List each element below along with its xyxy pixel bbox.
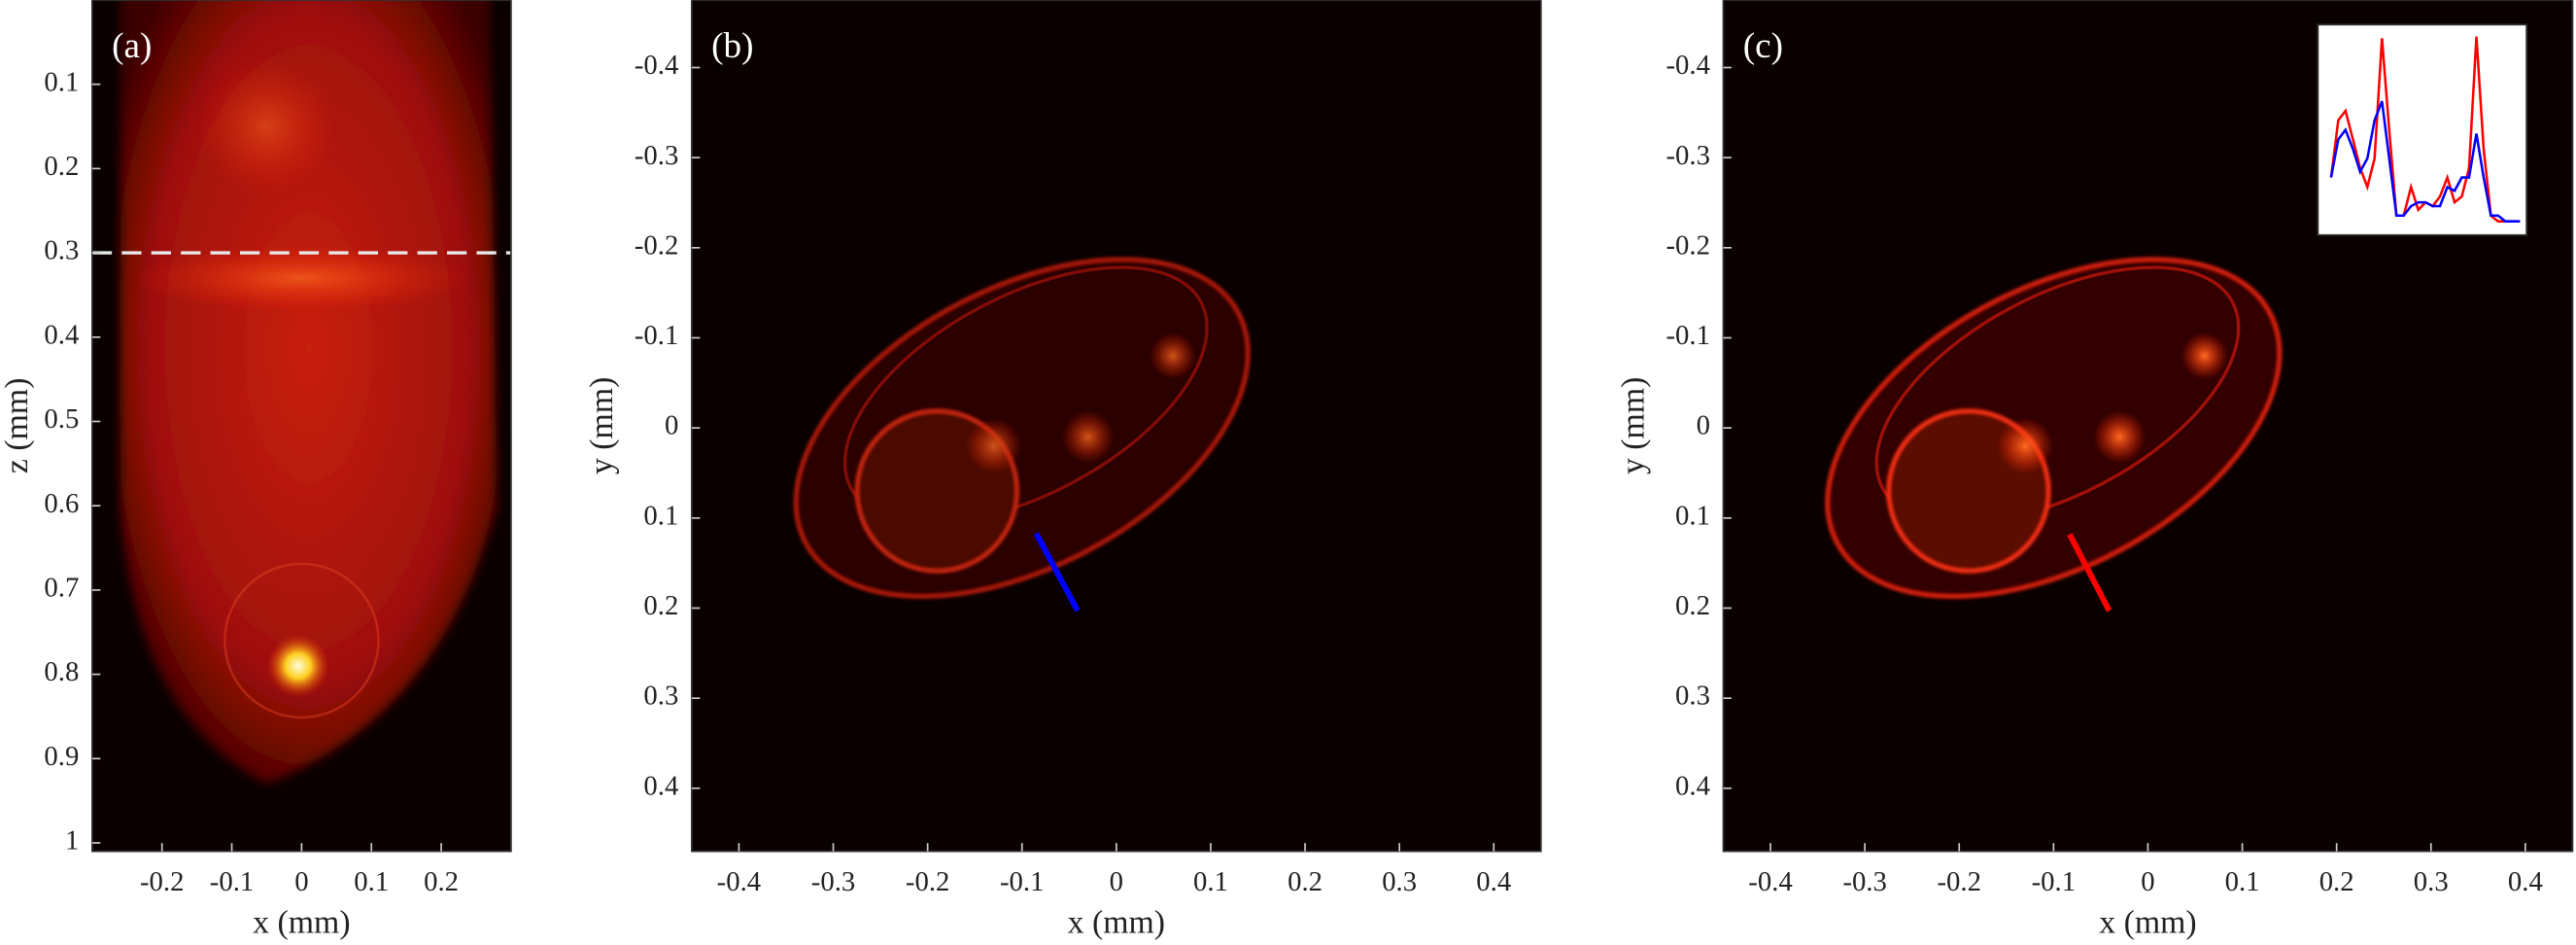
x-tick-label: -0.1 <box>210 866 254 897</box>
y-tick-label: -0.2 <box>635 229 678 261</box>
y-tick-label: 0.4 <box>643 770 678 801</box>
y-axis-label: y (mm) <box>584 377 620 474</box>
y-tick-label: -0.1 <box>1666 320 1709 351</box>
x-tick-label: -0.3 <box>1842 866 1886 897</box>
y-tick-label: 0.3 <box>44 235 79 266</box>
profile-line <box>1033 532 1081 612</box>
y-tick-label: -0.3 <box>635 140 678 171</box>
x-tick-label: 0.1 <box>1193 866 1228 897</box>
y-tick-label: 0.1 <box>44 66 79 97</box>
x-tick-label: 0.3 <box>1382 866 1417 897</box>
y-axis-label: y (mm) <box>1616 377 1652 474</box>
x-tick-label: -0.4 <box>1748 866 1792 897</box>
x-tick-label: 0 <box>2141 866 2154 897</box>
y-tick-label: 0.1 <box>1675 500 1710 531</box>
x-tick-label: 0 <box>1110 866 1123 897</box>
y-tick-label: -0.3 <box>1666 140 1709 171</box>
x-tick-label: 0.2 <box>424 866 459 897</box>
outline-inner <box>1874 265 2241 525</box>
y-tick-label: -0.4 <box>1666 50 1709 81</box>
y-tick-label: 0.9 <box>44 741 79 772</box>
x-tick-label: -0.4 <box>717 866 761 897</box>
x-tick-label: -0.2 <box>1937 866 1980 897</box>
y-tick-label: 0.2 <box>1675 590 1710 621</box>
y-tick-label: 0.8 <box>44 656 79 687</box>
x-axis-label: x (mm) <box>2099 904 2196 940</box>
x-tick-label: -0.2 <box>140 866 184 897</box>
hotspot <box>1061 410 1115 464</box>
y-tick-label: 0.2 <box>643 590 678 621</box>
x-axis-label: x (mm) <box>1068 904 1165 940</box>
bright-spot <box>266 634 330 698</box>
hotspot <box>1997 417 2054 474</box>
y-tick-label: 0 <box>1697 410 1710 441</box>
panel-label: (b) <box>711 26 753 66</box>
y-tick-label: 0 <box>665 410 678 441</box>
hotspot <box>2093 410 2147 464</box>
y-tick-label: 0.3 <box>1675 681 1710 712</box>
y-tick-label: 0.6 <box>44 488 79 519</box>
cell <box>223 562 380 719</box>
glow <box>196 58 337 194</box>
y-tick-label: -0.2 <box>1666 229 1709 261</box>
panel-label: (a) <box>112 26 152 66</box>
x-axis-label: x (mm) <box>253 904 350 940</box>
specimen <box>793 257 1251 599</box>
x-tick-label: 0.1 <box>354 866 389 897</box>
x-tick-label: 0.2 <box>1288 866 1322 897</box>
band <box>133 244 469 312</box>
x-tick-label: 0.2 <box>2319 866 2354 897</box>
panel <box>91 0 511 852</box>
y-tick-label: 0.2 <box>44 151 79 182</box>
specimen <box>1825 257 2283 599</box>
y-tick-label: -0.4 <box>635 50 678 81</box>
x-tick-label: 0.4 <box>1476 866 1511 897</box>
y-tick-label: 0.1 <box>643 500 678 531</box>
y-axis-label: z (mm) <box>0 378 35 474</box>
inset-line <box>2329 100 2521 223</box>
x-tick-label: -0.2 <box>906 866 949 897</box>
x-tick-label: -0.1 <box>1000 866 1044 897</box>
y-tick-label: -0.1 <box>635 320 678 351</box>
y-tick-label: 0.5 <box>44 403 79 435</box>
x-tick-label: 0 <box>294 866 308 897</box>
y-tick-label: 1 <box>65 825 79 857</box>
panel <box>691 0 1541 852</box>
hotspot <box>965 417 1022 474</box>
y-tick-label: 0.3 <box>643 681 678 712</box>
x-tick-label: 0.3 <box>2414 866 2449 897</box>
y-tick-label: 0.4 <box>44 319 79 350</box>
inset-box <box>2317 23 2527 236</box>
y-tick-label: 0.7 <box>44 572 79 603</box>
x-tick-label: -0.1 <box>2032 866 2076 897</box>
x-tick-label: 0.1 <box>2225 866 2260 897</box>
x-tick-label: -0.3 <box>811 866 855 897</box>
panel-label: (c) <box>1743 26 1783 66</box>
x-tick-label: 0.4 <box>2508 866 2543 897</box>
hotspot <box>2181 332 2228 380</box>
hotspot <box>1149 332 1197 380</box>
outline-inner <box>842 265 1209 525</box>
y-tick-label: 0.4 <box>1675 770 1710 801</box>
profile-line <box>2067 533 2112 612</box>
specimen <box>120 0 498 785</box>
